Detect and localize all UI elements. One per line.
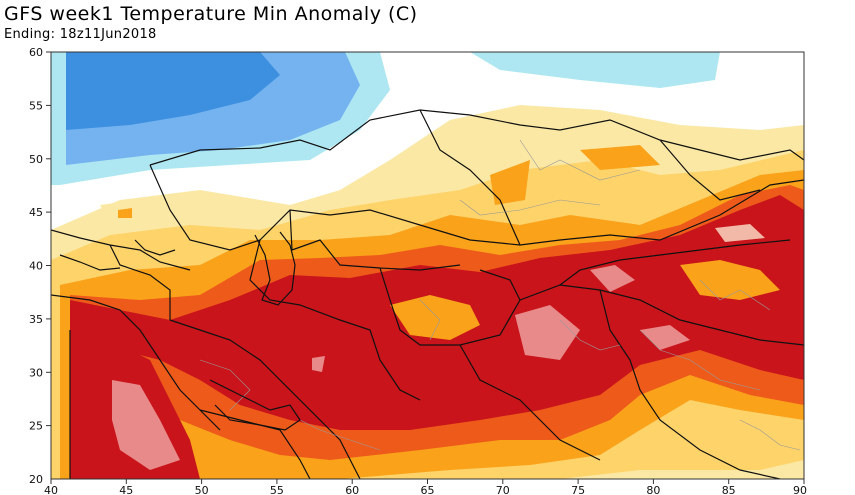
map-subtitle: Ending: 18z11Jun2018 — [4, 27, 157, 42]
longitude-axis: 40 45 50 55 60 65 70 75 80 85 90 — [44, 484, 807, 495]
anomaly-region-light-blue-ne — [470, 52, 720, 88]
lon-tick-label: 85 — [722, 484, 736, 495]
anomaly-patch-pink-afghan — [515, 305, 580, 360]
lon-tick-label: 50 — [195, 484, 209, 495]
lat-tick-label: 60 — [29, 46, 43, 59]
anomaly-patch-pink-mongolia — [715, 224, 765, 242]
lat-tick-label: 55 — [29, 99, 43, 112]
anomaly-shading — [51, 52, 804, 479]
lon-tick-label: 65 — [421, 484, 435, 495]
lat-tick-label: 20 — [29, 473, 43, 486]
anomaly-region-dark-blue — [66, 52, 280, 130]
lon-tick-label: 40 — [44, 484, 58, 495]
lon-tick-label: 45 — [119, 484, 133, 495]
lon-tick-label: 75 — [571, 484, 585, 495]
anomaly-patch-pink-tibet — [590, 265, 635, 292]
anomaly-patch-orange-north — [490, 160, 530, 205]
lon-tick-label: 80 — [646, 484, 660, 495]
lon-tick-label: 55 — [270, 484, 284, 495]
lon-tick-label: 70 — [496, 484, 510, 495]
lat-tick-label: 40 — [29, 260, 43, 273]
lat-tick-label: 25 — [29, 420, 43, 433]
country-borders — [51, 109, 804, 479]
anomaly-patch-orange-northeast — [580, 145, 660, 170]
anomaly-patch-orange-east — [680, 260, 780, 300]
lat-tick-label: 45 — [29, 206, 43, 219]
province-borders — [199, 139, 801, 451]
anomaly-patch-orange-iran — [390, 295, 480, 340]
lon-tick-label: 60 — [345, 484, 359, 495]
lon-tick-label: 90 — [793, 484, 807, 495]
anomaly-patch-pink-arabia — [112, 380, 180, 470]
anomaly-patch-pink-gulf — [312, 356, 325, 372]
lat-tick-label: 35 — [29, 313, 43, 326]
coastlines — [59, 231, 301, 431]
anomaly-patch-pink-china — [640, 325, 690, 350]
anomaly-patch-orange-west — [118, 208, 132, 218]
lat-tick-label: 30 — [29, 366, 43, 379]
lat-tick-label: 50 — [29, 153, 43, 166]
axis-ticks — [46, 51, 805, 484]
map-title: GFS week1 Temperature Min Anomaly (C) — [4, 3, 418, 25]
latitude-axis: 60 55 50 45 40 35 30 25 20 — [29, 46, 43, 486]
